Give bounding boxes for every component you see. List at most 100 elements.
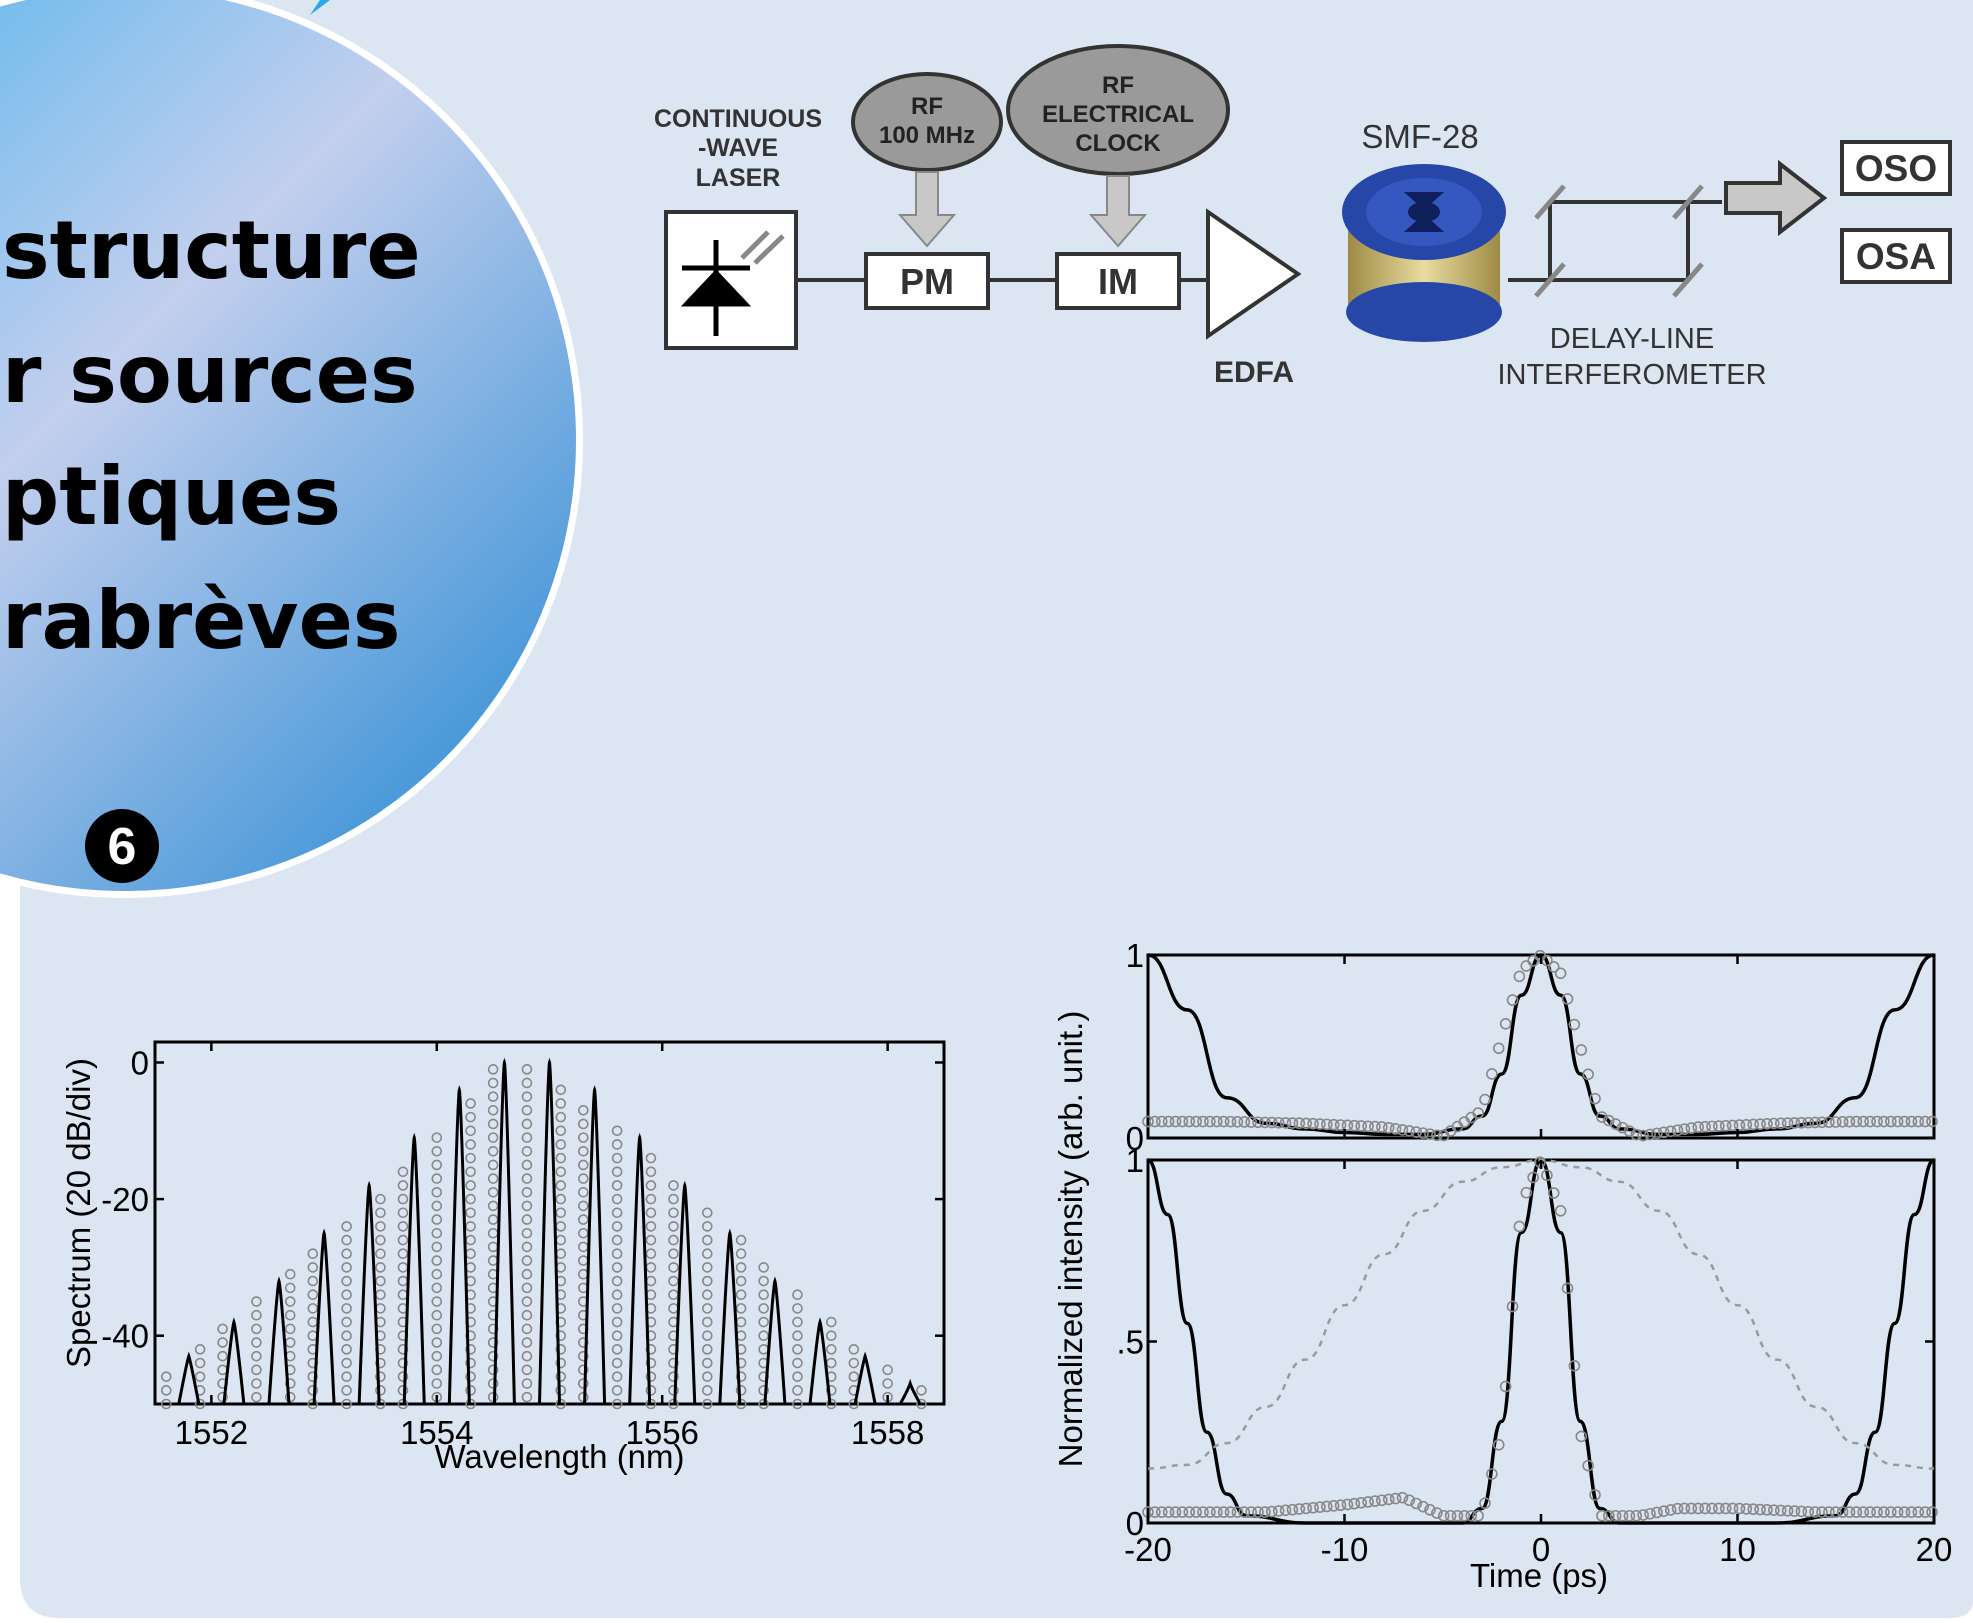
spectrum-gray-point xyxy=(701,1289,713,1301)
temporal-gray-point xyxy=(1864,1115,1876,1128)
temporal-gray-point xyxy=(1259,1506,1271,1518)
spectrum-gray-point xyxy=(521,1309,533,1321)
spectrum-gray-point xyxy=(194,1357,206,1369)
temporal-gray-point xyxy=(1197,1506,1209,1518)
spectrum-gray-point xyxy=(578,1186,589,1198)
temporal-gray-point xyxy=(1506,994,1519,1006)
spectrum-gray-point xyxy=(465,1207,476,1219)
spectrum-gray-point xyxy=(251,1296,262,1307)
spectrum-gray-point xyxy=(341,1316,352,1328)
spectrum-x-tick-label: 1556 xyxy=(626,1414,699,1451)
temporal-gray-point xyxy=(1774,1117,1787,1130)
temporal-gray-point xyxy=(1252,1506,1264,1518)
spectrum-gray-point xyxy=(521,1255,533,1266)
temporal-gray-point xyxy=(1348,1119,1361,1132)
temporal-gray-point xyxy=(1334,1499,1347,1512)
spectrum-gray-point xyxy=(701,1385,713,1396)
spectrum-gray-point xyxy=(611,1289,623,1301)
temporal-gray-point xyxy=(1520,1186,1533,1199)
temporal-gray-point xyxy=(1369,1120,1381,1133)
temporal-gray-point xyxy=(1561,1282,1574,1295)
temporal-gray-point xyxy=(1644,1128,1656,1141)
spectrum-gray-point xyxy=(611,1398,623,1410)
spectrum-gray-point xyxy=(645,1193,657,1205)
temporal-gray-point xyxy=(1444,1509,1457,1522)
spectrum-gray-point xyxy=(521,1296,533,1307)
spectrum-gray-point xyxy=(645,1371,657,1382)
title-circle: structure r sources ptiques rabrèves 6 xyxy=(0,0,583,898)
temporal-gray-point xyxy=(1884,1115,1897,1128)
spectrum-gray-point xyxy=(645,1221,657,1232)
spectrum-gray-point xyxy=(555,1098,567,1109)
temporal-x-tick-label: -20 xyxy=(1124,1531,1172,1568)
spectrum-gray-point xyxy=(521,1323,533,1335)
fiber-spool-icon xyxy=(1342,164,1506,342)
spectrum-gray-point xyxy=(701,1234,713,1246)
spectrum-gray-point xyxy=(251,1350,262,1362)
spectrum-peak-line xyxy=(357,1180,381,1405)
spectrum-gray-point xyxy=(611,1262,623,1273)
spectrum-gray-point xyxy=(487,1132,499,1143)
temporal-gray-point xyxy=(1602,1509,1615,1522)
temporal-gray-point xyxy=(1561,993,1574,1005)
spectrum-gray-point xyxy=(848,1398,860,1410)
spectrum-gray-point xyxy=(848,1357,860,1369)
spectrum-gray-point xyxy=(397,1193,409,1205)
temporal-gray-point xyxy=(1575,1044,1588,1056)
im-label: IM xyxy=(1098,261,1138,302)
temporal-gray-point xyxy=(1802,1505,1815,1518)
spectrum-peak-line xyxy=(583,1084,607,1405)
spectrum-gray-point xyxy=(431,1214,443,1225)
temporal-gray-point xyxy=(1300,1502,1312,1515)
spectrum-gray-point xyxy=(431,1159,443,1171)
spectrum-gray-point xyxy=(375,1207,386,1219)
spectrum-gray-point xyxy=(701,1207,713,1219)
temporal-gray-point xyxy=(1781,1117,1794,1129)
spectrum-gray-point xyxy=(487,1091,499,1102)
spectrum-gray-point xyxy=(701,1221,713,1232)
spectrum-gray-point xyxy=(521,1200,533,1212)
spectrum-gray-point xyxy=(375,1275,386,1287)
spectrum-gray-point xyxy=(521,1064,533,1075)
temporal-gray-point xyxy=(1155,1506,1168,1518)
spectrum-gray-point xyxy=(668,1221,679,1232)
temporal-gray-point xyxy=(1678,1123,1691,1135)
spectrum-gray-point xyxy=(431,1296,443,1307)
spectrum-gray-point xyxy=(701,1303,713,1314)
clock-arrow-icon xyxy=(1088,175,1148,248)
temporal-gray-point xyxy=(1162,1506,1175,1518)
spectrum-gray-point xyxy=(375,1248,386,1260)
temporal-gray-point xyxy=(1355,1496,1368,1509)
temporal-gray-point xyxy=(1761,1118,1773,1130)
output-arrow-icon xyxy=(1724,159,1828,237)
spectrum-gray-point xyxy=(431,1145,443,1157)
temporal-gray-point xyxy=(1829,1506,1842,1518)
spectrum-gray-point xyxy=(668,1193,679,1205)
spectrum-gray-point xyxy=(578,1337,589,1348)
spectrum-gray-point xyxy=(431,1350,443,1362)
spectrum-gray-point xyxy=(758,1385,769,1396)
temporal-gray-point xyxy=(1451,1509,1464,1522)
spectrum-gray-point xyxy=(611,1344,623,1355)
spectrum-gray-point xyxy=(578,1350,589,1362)
temporal-gray-point xyxy=(1334,1119,1347,1131)
temporal-gray-point xyxy=(1300,1117,1312,1130)
spectrum-gray-point xyxy=(465,1344,476,1355)
spectrum-y-axis-label: Spectrum (20 dB/div) xyxy=(60,1058,97,1368)
spectrum-gray-point xyxy=(611,1139,623,1150)
temporal-gray-point xyxy=(1142,1115,1154,1128)
temporal-gray-point xyxy=(1658,1505,1670,1518)
spectrum-gray-point xyxy=(251,1364,262,1376)
spectrum-gray-point xyxy=(251,1309,262,1321)
spectrum-gray-point xyxy=(251,1378,262,1389)
temporal-gray-point xyxy=(1217,1506,1230,1518)
temporal-x-tick-label: 10 xyxy=(1719,1531,1756,1568)
temporal-gray-point xyxy=(1341,1119,1354,1132)
temporal-gray-point xyxy=(1499,1380,1512,1393)
temporal-gray-point xyxy=(1568,1360,1581,1372)
spectrum-peak-line xyxy=(763,1276,787,1405)
spectrum-gray-point xyxy=(160,1385,172,1396)
temporal-gray-point xyxy=(1685,1122,1698,1134)
spectrum-gray-point xyxy=(611,1275,623,1287)
spectrum-gray-point xyxy=(465,1152,476,1164)
